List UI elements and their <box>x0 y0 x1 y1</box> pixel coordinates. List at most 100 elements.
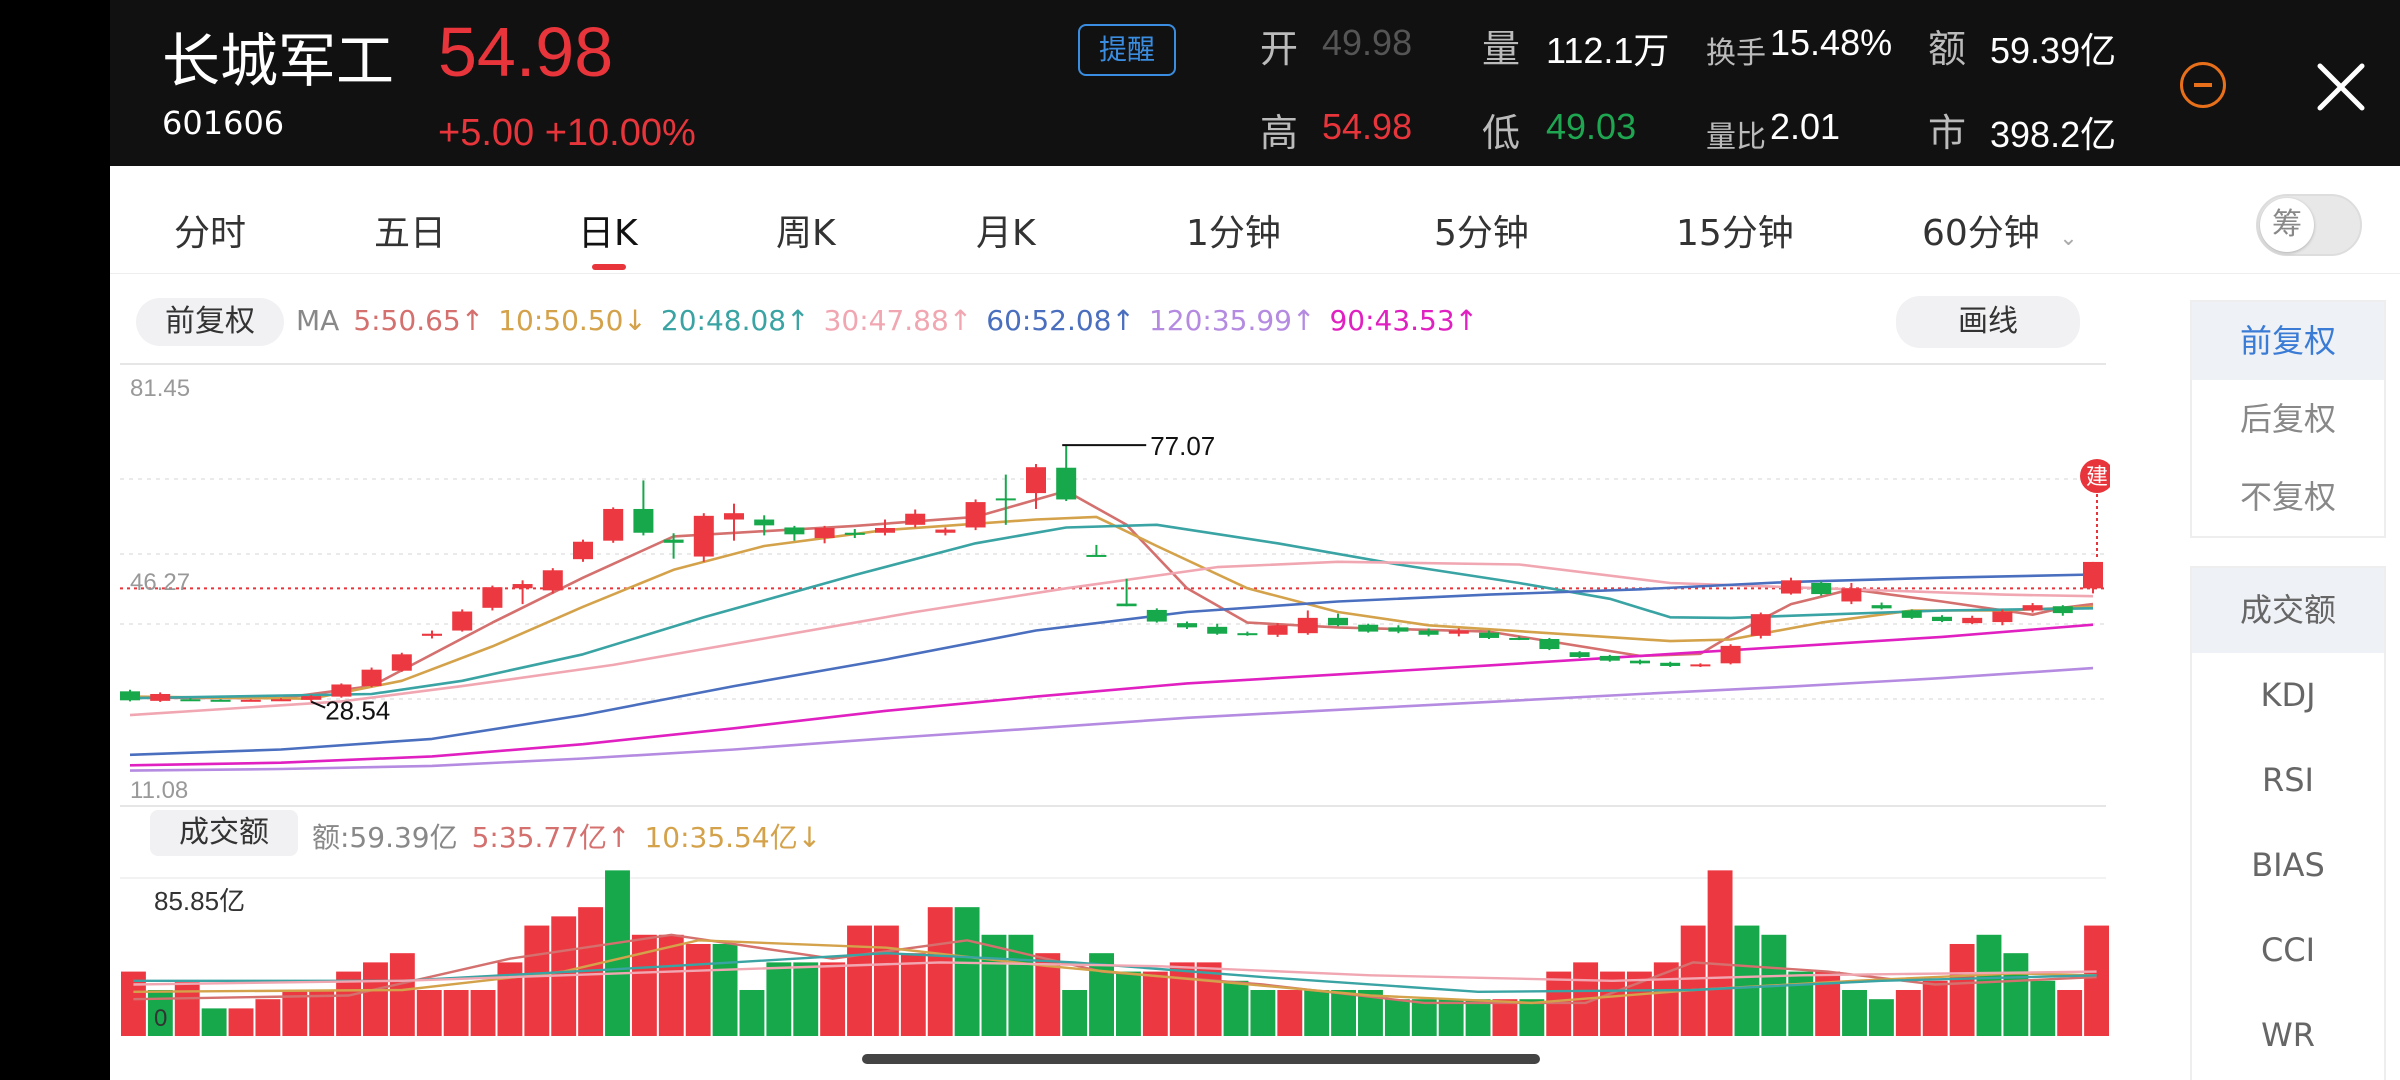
volume-bar <box>658 934 684 1036</box>
volume-label: 量 <box>1482 27 1521 71</box>
candle-body <box>482 587 503 608</box>
indicator-option[interactable]: CCI <box>2260 931 2316 969</box>
tab-60min[interactable]: 60分钟 ⌄ <box>1922 204 2078 256</box>
adjust-type-button[interactable]: 前复权 <box>136 298 284 346</box>
volume-bar <box>1250 989 1276 1036</box>
ma-legend-item: 90:43.53↑ <box>1329 304 1479 337</box>
tab-1min[interactable]: 1分钟 <box>1186 213 1281 254</box>
candle-body <box>1932 616 1952 622</box>
remove-watchlist-icon[interactable] <box>2180 62 2226 108</box>
ma-line <box>129 666 2094 772</box>
tab-monthly-k[interactable]: 月K <box>976 213 1036 254</box>
close-icon[interactable] <box>2306 52 2376 122</box>
build-marker <box>2080 459 2110 493</box>
candle-body <box>120 691 140 701</box>
tab-daily-k[interactable]: 日K <box>578 213 638 254</box>
volume-bar <box>605 870 630 1036</box>
candle-body <box>633 508 654 533</box>
tab-weekly-k[interactable]: 周K <box>776 213 836 254</box>
vol-ratio-value: 2.01 <box>1770 106 1841 147</box>
tab-intraday[interactable]: 分时 <box>174 213 247 254</box>
volume-type-button[interactable]: 成交额 <box>150 810 298 856</box>
candle-body <box>573 541 593 560</box>
high-marker-label: 77.07 <box>1150 431 1215 461</box>
active-tab-indicator <box>592 264 626 270</box>
ma-legend-item: 60:52.08↑ <box>986 304 1135 337</box>
volume-bar <box>1384 999 1410 1036</box>
indicator-option[interactable]: RSI <box>2262 761 2314 799</box>
indicator-option[interactable]: BIAS <box>2251 846 2325 884</box>
chip-toggle-knob: 筹 <box>2260 198 2314 252</box>
candle-body <box>1177 623 1197 628</box>
draw-line-button[interactable]: 画线 <box>1896 296 2080 348</box>
vol-ratio-label: 量比 <box>1706 120 1766 155</box>
volume-bar <box>954 907 980 1036</box>
volume-bar <box>363 962 388 1036</box>
volume-bar <box>1949 943 1975 1036</box>
candle-body <box>1418 630 1439 635</box>
volume-bar <box>2003 953 2029 1036</box>
volume-axis-top-label: 85.85亿 <box>154 886 245 916</box>
volume-bar <box>685 943 711 1036</box>
candle-body <box>724 513 744 520</box>
volume-bar <box>1411 999 1437 1036</box>
volume-legend-item: 5:35.77亿↑ <box>471 821 631 854</box>
indicator-option[interactable]: WR <box>2261 1016 2315 1054</box>
stock-price: 54.98 <box>438 13 614 91</box>
adjust-option[interactable]: 不复权 <box>2239 478 2336 516</box>
kline-svg: 81.45 46.27 11.08 85.85亿 0 77.07 28.54 建 <box>120 363 2110 1036</box>
volume-bar <box>1519 999 1545 1036</box>
volume-bar <box>927 907 953 1036</box>
candle-body <box>1811 582 1832 595</box>
candle-body <box>391 654 412 671</box>
candle-body <box>1781 580 1801 594</box>
adjust-option[interactable]: 后复权 <box>2239 400 2336 438</box>
indicator-option[interactable]: 成交额 <box>2192 568 2384 653</box>
low-value: 49.03 <box>1546 106 1637 147</box>
high-value: 54.98 <box>1322 106 1413 147</box>
tab-15min[interactable]: 15分钟 <box>1676 213 1794 254</box>
candle-body <box>1026 467 1046 494</box>
candle-body <box>240 699 261 702</box>
ma-prefix: MA <box>296 304 340 337</box>
right-panel: 前复权后复权不复权 成交额 KDJ RSI BIAS CCI WR <box>2150 274 2400 1080</box>
adjust-option[interactable]: 前复权 <box>2192 302 2384 380</box>
volume-legend-item: 10:35.54亿↓ <box>644 821 822 854</box>
volume-bar <box>820 962 846 1036</box>
volume-bar <box>1680 925 1706 1036</box>
candle-body <box>995 498 1016 501</box>
tab-five-day[interactable]: 五日 <box>374 213 447 254</box>
candle-body <box>180 699 201 702</box>
volume-bar <box>1116 971 1141 1036</box>
candle-body <box>1237 633 1258 636</box>
kline-chart-area[interactable]: 81.45 46.27 11.08 85.85亿 0 77.07 28.54 建 前复权 MA… <box>110 274 2110 1080</box>
low-label: 低 <box>1482 111 1521 155</box>
amount-value: 59.39亿 <box>1990 30 2117 71</box>
y-axis-mid-label: 46.27 <box>130 569 190 596</box>
volume-legend: 额:59.39亿 5:35.77亿↑ 10:35.54亿↓ <box>312 816 835 856</box>
candle-body <box>301 696 322 700</box>
volume-bar <box>1089 953 1114 1036</box>
candle-body <box>1056 467 1077 500</box>
home-indicator[interactable] <box>862 1054 1540 1064</box>
volume-bar <box>1492 999 1518 1036</box>
chip-distribution-toggle[interactable]: 筹 <box>2256 194 2362 256</box>
volume-value: 112.1万 <box>1546 30 1670 71</box>
ma-line <box>129 573 2094 757</box>
y-axis-bottom-label: 11.08 <box>130 777 188 804</box>
ma-legend-item: 20:48.08↑ <box>660 304 810 337</box>
volume-bar <box>309 989 335 1036</box>
candle-body <box>1388 627 1409 632</box>
adjust-options: 前复权 后复权 不复权 <box>2190 300 2386 538</box>
quote-header: 长城军工 601606 54.98 +5.00 +10.00% 提醒 开 49.… <box>110 0 2400 166</box>
candle-body <box>1630 660 1650 664</box>
period-tabs: 分时 五日 日K 周K 月K 1分钟 5分钟 15分钟 60分钟 ⌄ 筹 <box>110 166 2400 274</box>
amount-label: 额 <box>1928 27 1967 71</box>
ma-line <box>129 515 2094 701</box>
volume-bar <box>766 962 792 1036</box>
ma-legend-item: 5:50.65↑ <box>353 304 485 337</box>
tab-5min[interactable]: 5分钟 <box>1434 213 1529 254</box>
alert-button[interactable]: 提醒 <box>1078 24 1176 76</box>
volume-bar <box>2084 925 2109 1036</box>
indicator-option[interactable]: KDJ <box>2260 676 2316 714</box>
